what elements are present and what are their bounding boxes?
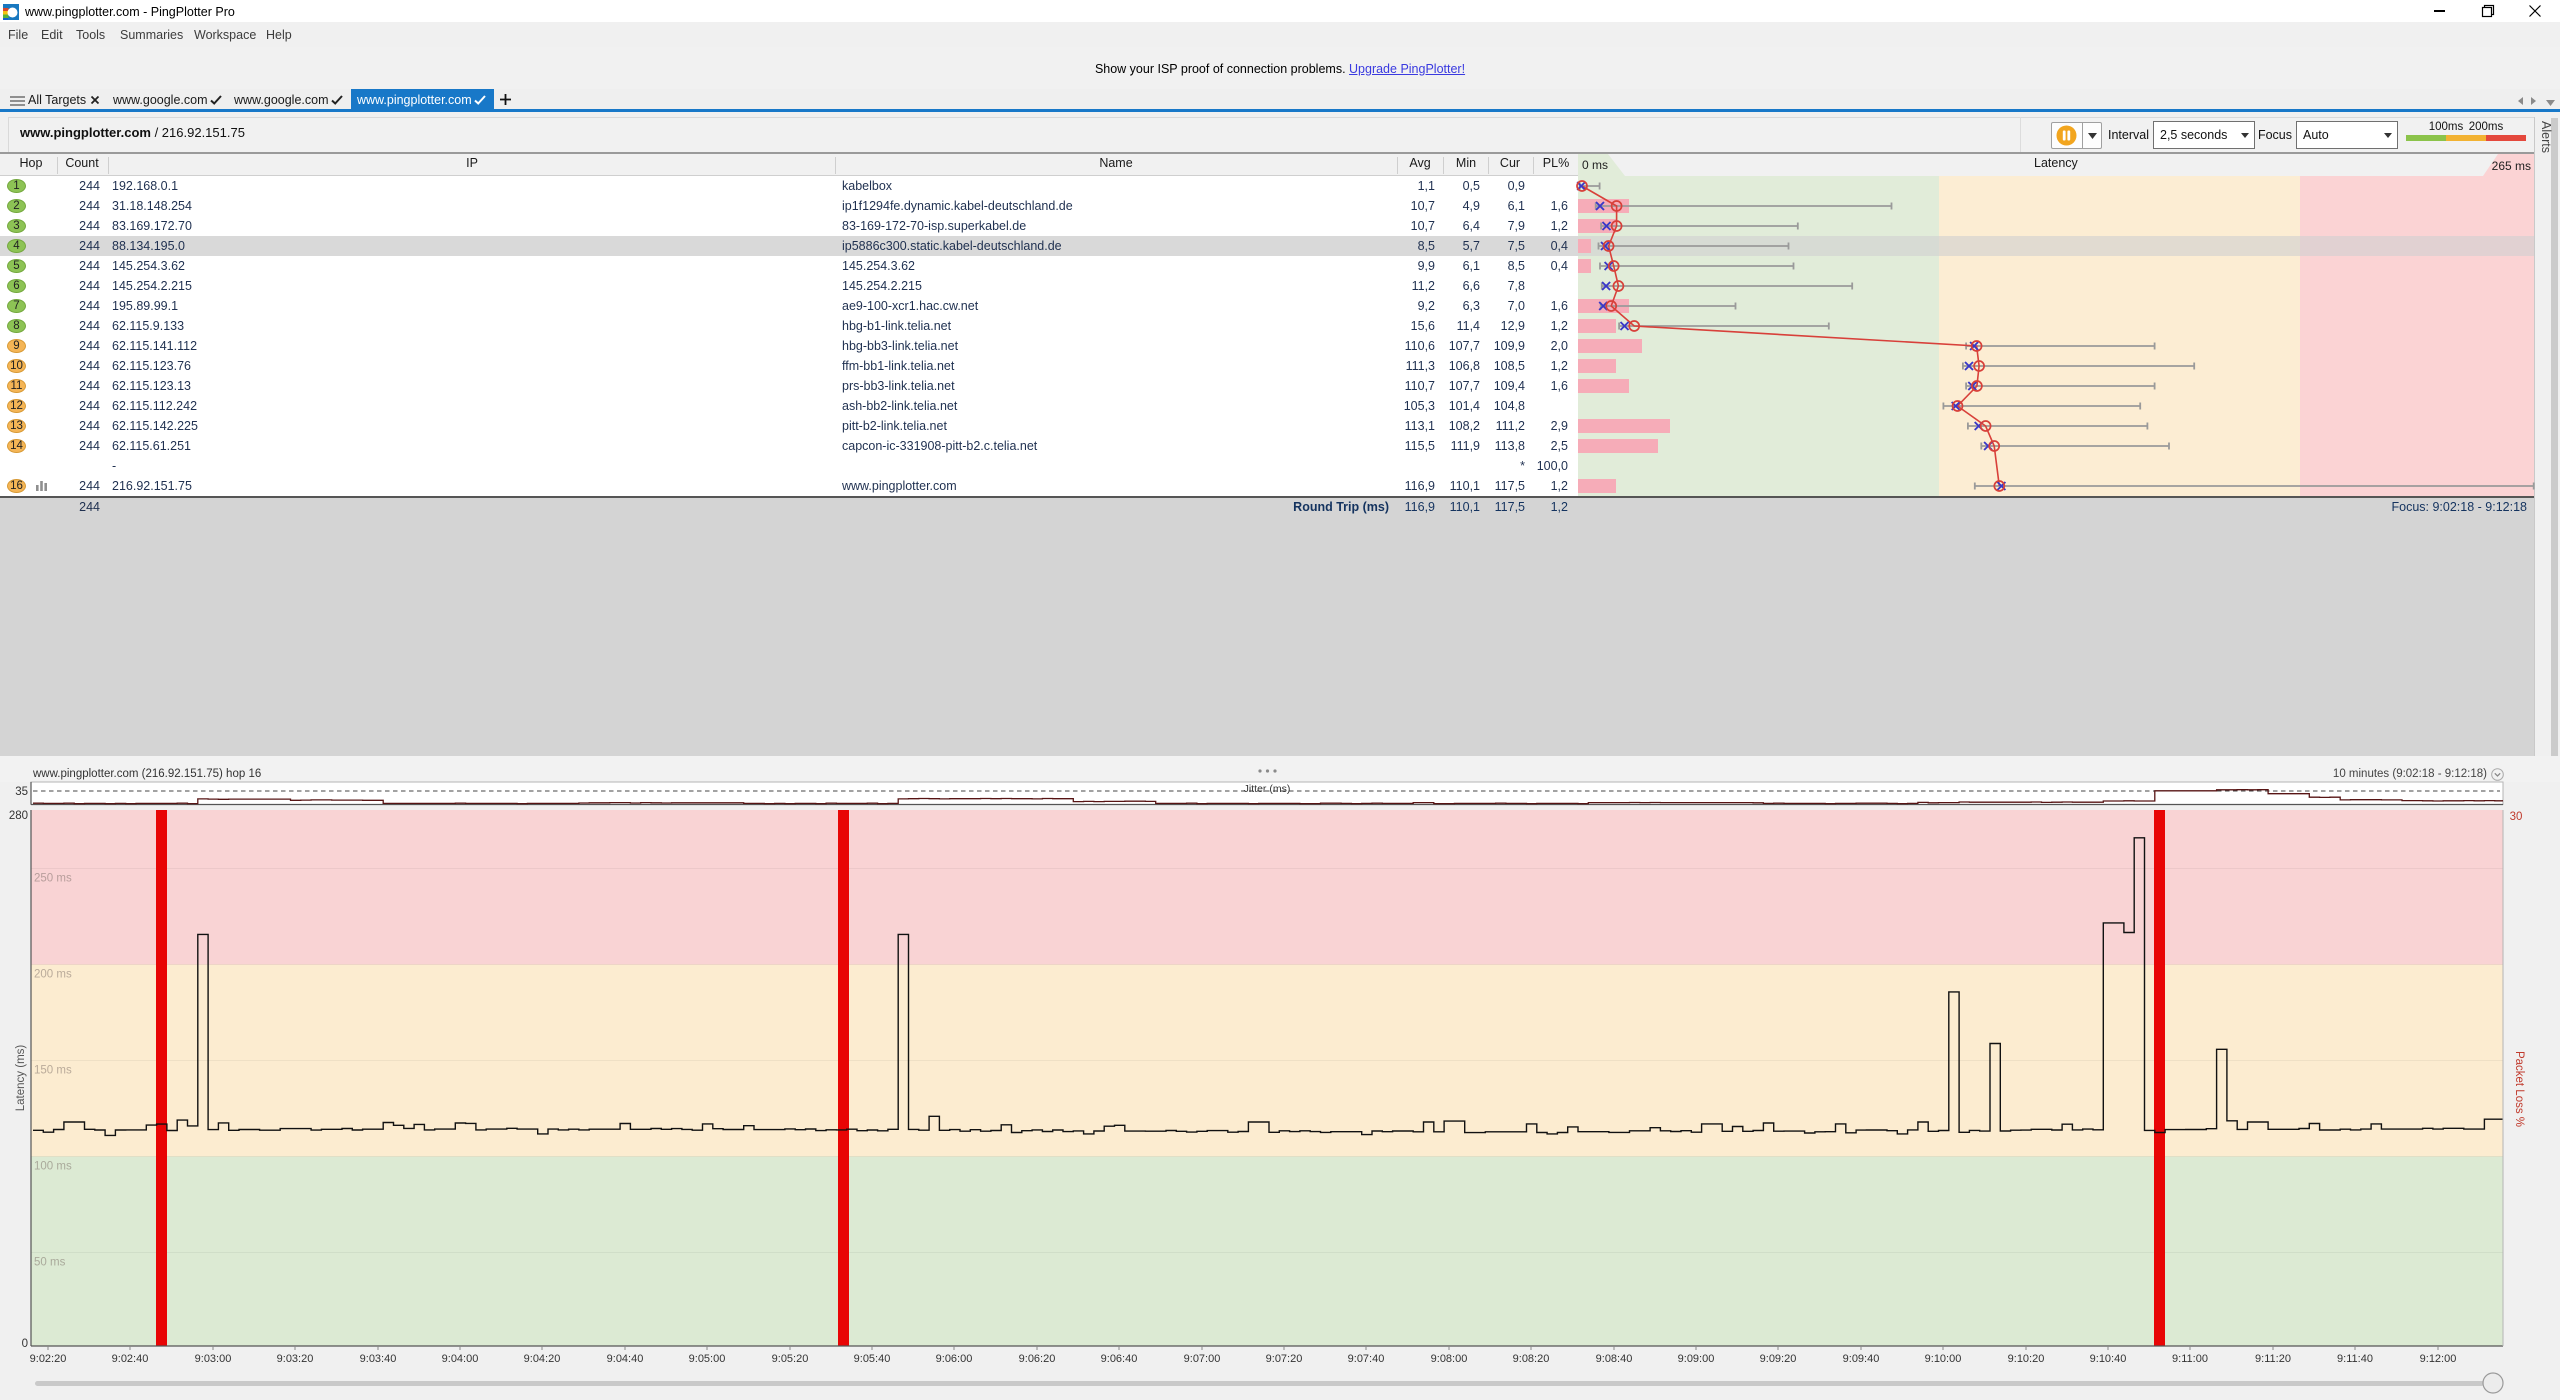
svg-text:9:08:20: 9:08:20 xyxy=(1513,1353,1550,1365)
svg-text:9:11:00: 9:11:00 xyxy=(2172,1353,2208,1365)
svg-text:9:03:40: 9:03:40 xyxy=(360,1353,397,1365)
svg-text:280: 280 xyxy=(9,810,28,822)
svg-text:9:10:20: 9:10:20 xyxy=(2008,1353,2045,1365)
svg-text:200 ms: 200 ms xyxy=(34,969,72,981)
svg-text:Latency (ms): Latency (ms) xyxy=(15,1045,27,1112)
svg-text:9:03:20: 9:03:20 xyxy=(277,1353,314,1365)
svg-text:9:02:20: 9:02:20 xyxy=(30,1353,67,1365)
svg-text:100 ms: 100 ms xyxy=(34,1161,72,1173)
svg-text:9:05:20: 9:05:20 xyxy=(772,1353,809,1365)
svg-text:9:05:40: 9:05:40 xyxy=(854,1353,891,1365)
svg-text:9:07:40: 9:07:40 xyxy=(1348,1353,1385,1365)
svg-text:9:04:20: 9:04:20 xyxy=(524,1353,561,1365)
svg-text:30: 30 xyxy=(2510,811,2523,823)
svg-text:Jitter (ms): Jitter (ms) xyxy=(1244,783,1291,795)
svg-text:9:08:00: 9:08:00 xyxy=(1431,1353,1468,1365)
svg-text:Packet Loss %: Packet Loss % xyxy=(2513,1051,2525,1127)
svg-text:9:06:40: 9:06:40 xyxy=(1101,1353,1138,1365)
svg-text:9:04:00: 9:04:00 xyxy=(442,1353,479,1365)
svg-text:9:06:00: 9:06:00 xyxy=(936,1353,973,1365)
svg-text:9:05:00: 9:05:00 xyxy=(689,1353,726,1365)
svg-text:9:08:40: 9:08:40 xyxy=(1596,1353,1633,1365)
svg-text:9:09:00: 9:09:00 xyxy=(1678,1353,1715,1365)
svg-text:9:04:40: 9:04:40 xyxy=(607,1353,644,1365)
svg-text:9:12:00: 9:12:00 xyxy=(2420,1353,2457,1365)
svg-text:9:09:40: 9:09:40 xyxy=(1843,1353,1880,1365)
svg-text:9:02:40: 9:02:40 xyxy=(112,1353,149,1365)
svg-text:9:07:20: 9:07:20 xyxy=(1266,1353,1303,1365)
svg-text:9:09:20: 9:09:20 xyxy=(1760,1353,1797,1365)
svg-text:9:10:40: 9:10:40 xyxy=(2090,1353,2127,1365)
svg-text:50 ms: 50 ms xyxy=(34,1257,66,1269)
svg-text:9:07:00: 9:07:00 xyxy=(1184,1353,1221,1365)
svg-text:9:03:00: 9:03:00 xyxy=(195,1353,232,1365)
svg-text:9:11:40: 9:11:40 xyxy=(2337,1353,2373,1365)
svg-text:9:06:20: 9:06:20 xyxy=(1019,1353,1056,1365)
svg-text:150 ms: 150 ms xyxy=(34,1065,72,1077)
svg-text:250 ms: 250 ms xyxy=(34,873,72,885)
svg-text:9:10:00: 9:10:00 xyxy=(1925,1353,1962,1365)
svg-text:0: 0 xyxy=(22,1338,28,1350)
svg-text:9:11:20: 9:11:20 xyxy=(2255,1353,2291,1365)
svg-text:35: 35 xyxy=(15,786,28,798)
